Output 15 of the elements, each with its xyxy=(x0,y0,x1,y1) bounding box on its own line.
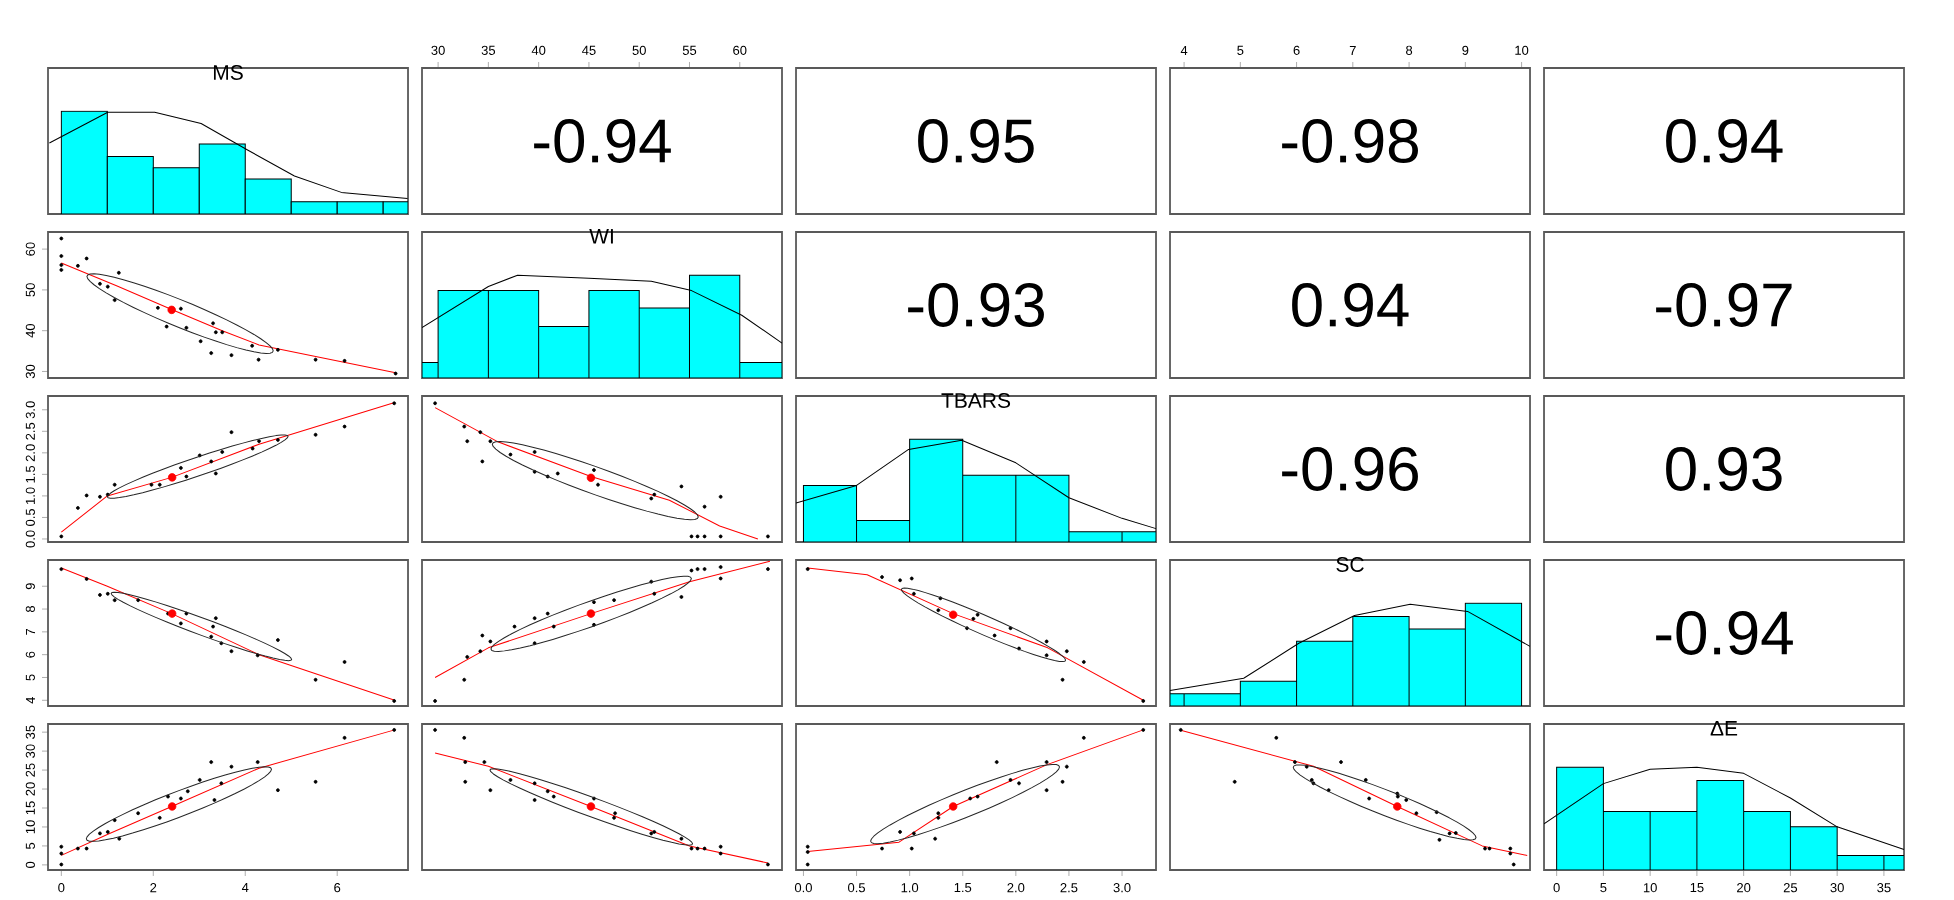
chart-title: WI xyxy=(589,229,613,244)
text: 0.93 xyxy=(1666,447,1782,491)
text: 0.94 xyxy=(1666,119,1783,163)
text: -0.97 xyxy=(1656,283,1792,327)
text: -0.94 xyxy=(1656,611,1793,655)
chart-title: MS xyxy=(213,65,243,80)
text: 0.95 xyxy=(918,119,1034,163)
chart-title: ΔE xyxy=(1710,721,1738,736)
text: -0.98 xyxy=(1282,119,1418,163)
text: -0.93 xyxy=(908,283,1044,327)
chart-title: SC xyxy=(1336,557,1364,572)
text: 0.94 xyxy=(1292,283,1409,327)
chart-title: TBARS xyxy=(941,393,1011,408)
text: -0.94 xyxy=(534,119,671,163)
text: -0.96 xyxy=(1282,447,1418,491)
